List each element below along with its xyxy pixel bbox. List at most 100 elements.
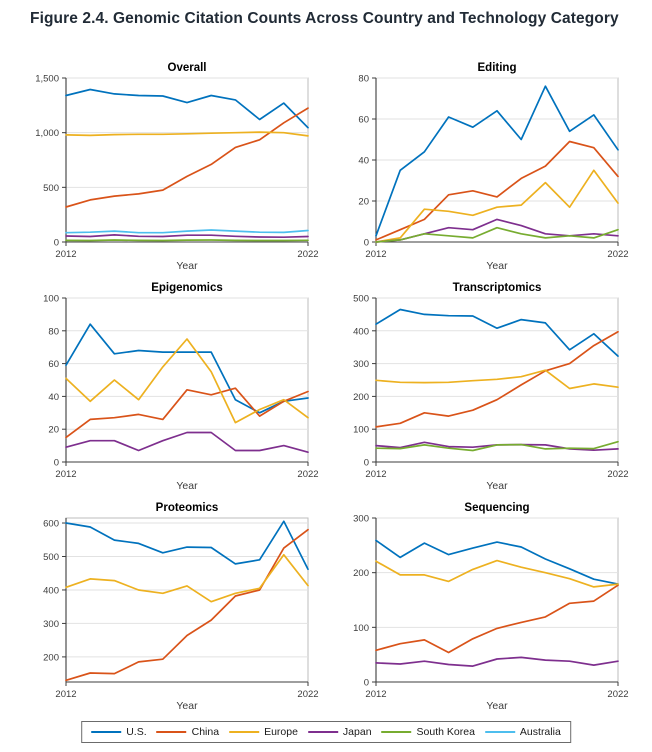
series-line-u-s — [65, 520, 309, 571]
series-line-u-s — [375, 85, 619, 237]
chart-panel-transcriptomics: 0 100 200 300 400 500 2012 2022 Transcriptomics Y… — [332, 278, 632, 498]
series-line-u-s — [65, 323, 309, 414]
legend-line-swatch — [91, 730, 122, 734]
y-tick-label: 200 — [353, 568, 369, 579]
series-line-europe — [65, 553, 309, 603]
legend-item-label: China — [191, 726, 220, 738]
chart-title: Epigenomics — [151, 282, 223, 294]
y-tick-label: 500 — [43, 183, 59, 194]
chart-epigenomics: 0 20 40 60 80 100 2012 2022 Epigenomics Year — [43, 282, 318, 492]
y-tick-label: 400 — [353, 326, 369, 337]
series-line-australia — [65, 229, 309, 234]
y-tick-label: 100 — [353, 425, 369, 436]
y-tick-label: 80 — [358, 74, 369, 85]
legend-item-south-korea: South Korea — [381, 726, 475, 738]
x-tick-label: 2012 — [365, 469, 386, 480]
y-tick-label: 40 — [48, 392, 59, 403]
chart-panel-editing: 0 20 40 60 80 2012 2022 Editing Year — [332, 58, 632, 278]
y-tick-label: 300 — [353, 359, 369, 370]
x-axis-label: Year — [176, 480, 198, 492]
y-tick-label: 40 — [358, 156, 369, 167]
chart-panel-sequencing: 0 100 200 300 2012 2022 Sequencing Year — [332, 498, 632, 718]
chart-panel-overall: 0 500 1,000 1,500 2012 2022 Overall Year — [22, 58, 322, 278]
chart-title: Editing — [478, 62, 517, 74]
y-tick-label: 600 — [43, 519, 59, 530]
legend-line-swatch — [381, 730, 412, 734]
x-axis-label: Year — [176, 260, 198, 272]
chart-panel-epigenomics: 0 20 40 60 80 100 2012 2022 Epigenomics Year — [22, 278, 322, 498]
y-tick-label: 0 — [364, 458, 369, 469]
y-tick-label: 0 — [364, 238, 369, 249]
series-line-europe — [65, 131, 309, 137]
series-line-china — [65, 107, 309, 208]
y-tick-label: 60 — [358, 115, 369, 126]
legend-line-swatch — [484, 730, 515, 734]
chart-proteomics: 200 300 400 500 600 2012 2022 Proteomics Year — [43, 502, 318, 712]
series-line-u-s — [375, 539, 619, 585]
chart-overall: 0 500 1,000 1,500 2012 2022 Overall Year — [35, 62, 318, 272]
series-line-u-s — [65, 88, 309, 129]
chart-title: Sequencing — [464, 502, 529, 514]
chart-title: Overall — [168, 62, 207, 74]
x-axis-label: Year — [176, 700, 198, 712]
x-tick-label: 2012 — [55, 469, 76, 480]
chart-panel-proteomics: 200 300 400 500 600 2012 2022 Proteomics Year — [22, 498, 322, 718]
x-tick-label: 2022 — [607, 249, 628, 260]
series-line-china — [375, 330, 619, 428]
legend-item-u-s: U.S. — [91, 726, 147, 738]
y-tick-label: 0 — [54, 458, 59, 469]
x-tick-label: 2022 — [297, 249, 318, 260]
series-line-japan — [375, 656, 619, 667]
series-line-europe — [65, 338, 309, 424]
series-line-china — [375, 584, 619, 654]
y-tick-label: 0 — [54, 238, 59, 249]
y-tick-label: 500 — [43, 552, 59, 563]
y-tick-label: 100 — [353, 623, 369, 634]
x-axis-label: Year — [486, 700, 508, 712]
series-line-europe — [375, 559, 619, 588]
series-line-u-s — [375, 308, 619, 357]
series-line-china — [375, 140, 619, 241]
series-line-south-korea — [65, 239, 309, 242]
series-line-china — [65, 528, 309, 682]
y-tick-label: 100 — [43, 294, 59, 305]
series-line-japan — [65, 234, 309, 239]
legend-line-swatch — [229, 730, 260, 734]
y-tick-label: 400 — [43, 585, 59, 596]
x-tick-label: 2022 — [297, 689, 318, 700]
legend-item-china: China — [156, 726, 220, 738]
y-tick-label: 60 — [48, 359, 59, 370]
legend-line-swatch — [307, 730, 338, 734]
legend-line-swatch — [156, 730, 187, 734]
legend: U.S. China Europe Japan South Korea Australia — [81, 721, 571, 743]
series-line-japan — [65, 431, 309, 454]
x-tick-label: 2012 — [55, 689, 76, 700]
x-axis-label: Year — [486, 480, 508, 492]
chart-title: Transcriptomics — [453, 282, 542, 294]
x-tick-label: 2012 — [365, 689, 386, 700]
legend-item-europe: Europe — [229, 726, 298, 738]
y-tick-label: 1,000 — [35, 128, 59, 139]
series-line-south-korea — [375, 226, 619, 243]
y-tick-label: 20 — [358, 197, 369, 208]
x-tick-label: 2022 — [607, 469, 628, 480]
x-tick-label: 2012 — [365, 249, 386, 260]
x-tick-label: 2022 — [297, 469, 318, 480]
series-line-china — [65, 387, 309, 439]
series-line-south-korea — [375, 440, 619, 452]
y-tick-label: 200 — [43, 652, 59, 663]
y-tick-label: 200 — [353, 392, 369, 403]
figure-title: Figure 2.4. Genomic Citation Counts Acro… — [30, 10, 619, 27]
y-tick-label: 300 — [353, 514, 369, 525]
x-tick-label: 2012 — [55, 249, 76, 260]
y-tick-label: 1,500 — [35, 74, 59, 85]
chart-editing: 0 20 40 60 80 2012 2022 Editing Year — [358, 62, 628, 272]
chart-title: Proteomics — [156, 502, 219, 514]
legend-item-label: Japan — [342, 726, 372, 738]
chart-sequencing: 0 100 200 300 2012 2022 Sequencing Year — [353, 502, 628, 712]
y-tick-label: 500 — [353, 294, 369, 305]
series-line-europe — [375, 169, 619, 243]
y-tick-label: 80 — [48, 326, 59, 337]
legend-item-japan: Japan — [307, 726, 372, 738]
